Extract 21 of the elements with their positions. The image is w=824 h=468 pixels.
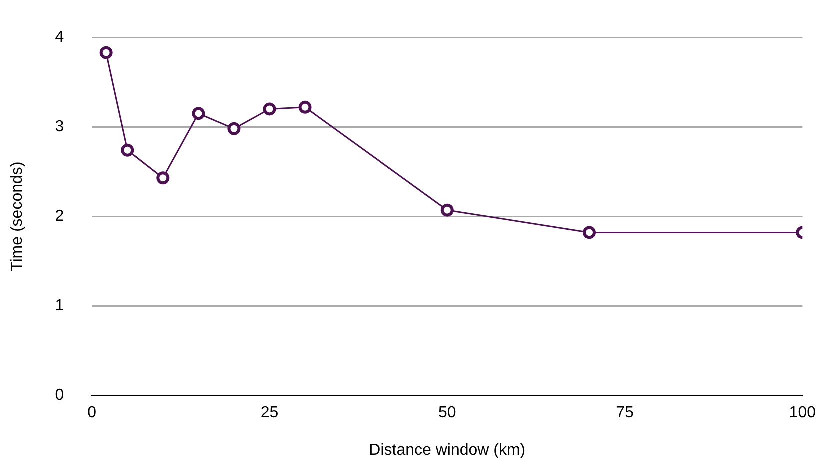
y-tick-label: 2 [55,208,64,226]
point [192,107,206,120]
point [156,172,170,185]
y-tick-label: 1 [55,298,64,315]
y-tick-label: 0 [55,387,64,404]
y-axis-title: Time (seconds) [9,162,26,272]
x-tick-label: 100 [789,404,816,422]
point [298,100,312,114]
y-tick-label: 4 [55,29,64,46]
x-tick-label: 0 [88,404,97,422]
x-axis-title: Distance window (km) [369,442,526,459]
point [100,46,113,60]
point [440,204,454,217]
point [582,226,596,240]
point [263,102,276,116]
y-tick-label: 3 [55,118,64,136]
point [228,122,241,136]
x-tick-label: 25 [260,404,279,422]
point [121,144,134,157]
x-tick-label: 75 [616,404,634,422]
x-tick-label: 50 [438,404,456,422]
